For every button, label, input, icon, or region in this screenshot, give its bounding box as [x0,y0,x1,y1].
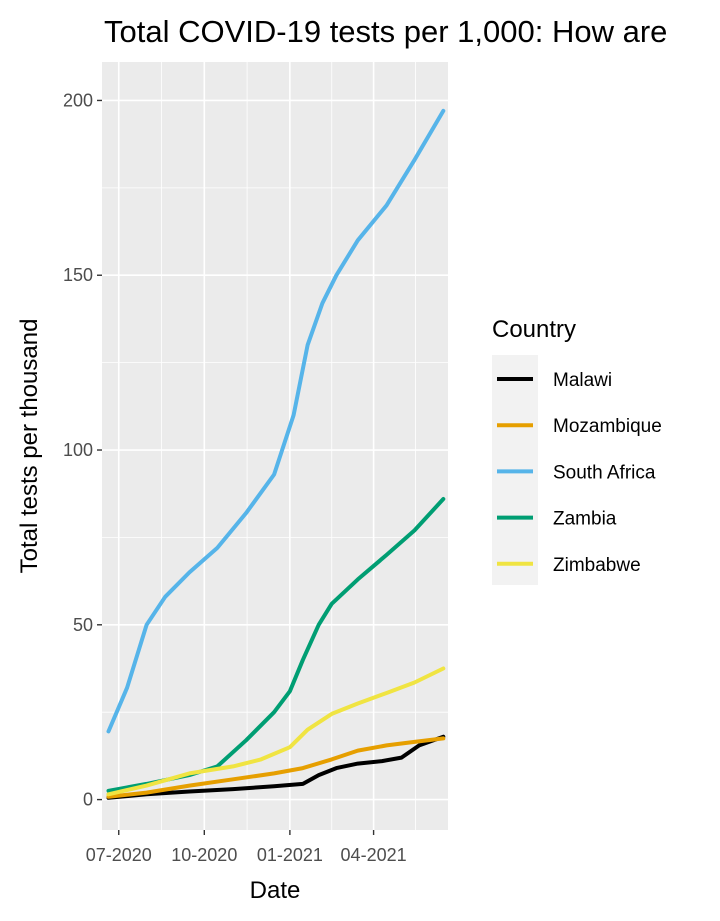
grid-major [102,62,448,830]
chart-title: Total COVID-19 tests per 1,000: How are [104,14,667,49]
x-axis: 07-2020 10-2020 01-2021 04-2021 [86,830,407,865]
series-line [106,108,446,734]
y-axis-title: Total tests per thousand [16,319,43,574]
x-tick-label: 10-2020 [171,845,237,865]
legend-label: Zimbabwe [553,555,641,576]
legend-label: Malawi [553,370,612,391]
y-tick-label: 0 [83,790,93,810]
x-tick-label: 01-2021 [257,845,323,865]
legend-label: South Africa [553,462,656,483]
x-tick-label: 04-2021 [341,845,407,865]
x-tick-label: 07-2020 [86,845,152,865]
series-line [106,666,446,797]
series-lines [106,108,446,800]
y-tick-label: 200 [63,90,93,110]
y-tick-label: 150 [63,265,93,285]
plot-panel [102,62,448,830]
y-tick-label: 100 [63,440,93,460]
x-axis-title: Date [250,877,301,904]
legend: Country Malawi Mozambique South Africa Zamb… [492,316,662,585]
legend-label: Mozambique [553,416,662,437]
grid-minor [102,62,448,830]
legend-items: Malawi Mozambique South Africa Zambia Zimbab… [497,370,662,576]
y-tick-label: 50 [73,615,93,635]
series-line [106,734,446,800]
series-line [106,736,446,799]
y-axis: 0 50 100 150 200 [63,90,102,810]
legend-label: Zambia [553,509,617,530]
legend-title: Country [492,316,576,343]
